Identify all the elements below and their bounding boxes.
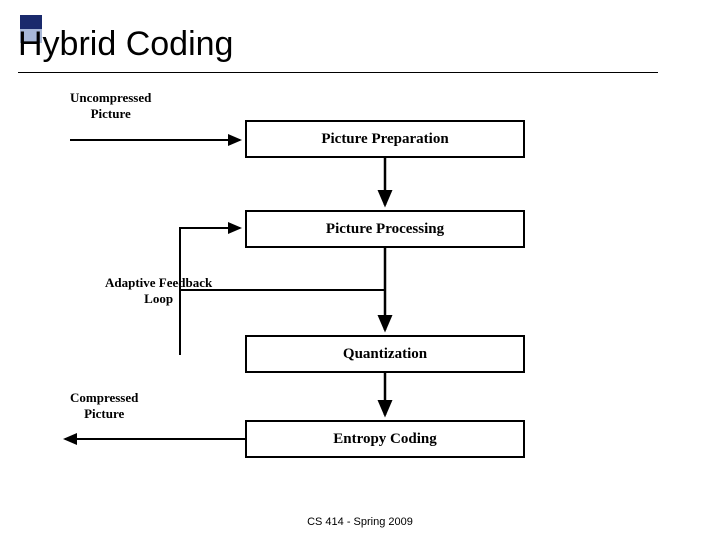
box-preparation: Picture Preparation — [245, 120, 525, 158]
footer-text: CS 414 - Spring 2009 — [0, 516, 720, 528]
compressed-label: CompressedPicture — [70, 390, 138, 422]
feedback-loop-label: Adaptive FeedbackLoop — [105, 275, 212, 307]
page-title: Hybrid Coding — [18, 25, 233, 64]
flowchart: UncompressedPicture Adaptive FeedbackLoo… — [50, 90, 650, 490]
box-quantization: Quantization — [245, 335, 525, 373]
box-processing: Picture Processing — [245, 210, 525, 248]
box-entropy: Entropy Coding — [245, 420, 525, 458]
title-underline — [18, 72, 658, 73]
uncompressed-label: UncompressedPicture — [70, 90, 151, 122]
